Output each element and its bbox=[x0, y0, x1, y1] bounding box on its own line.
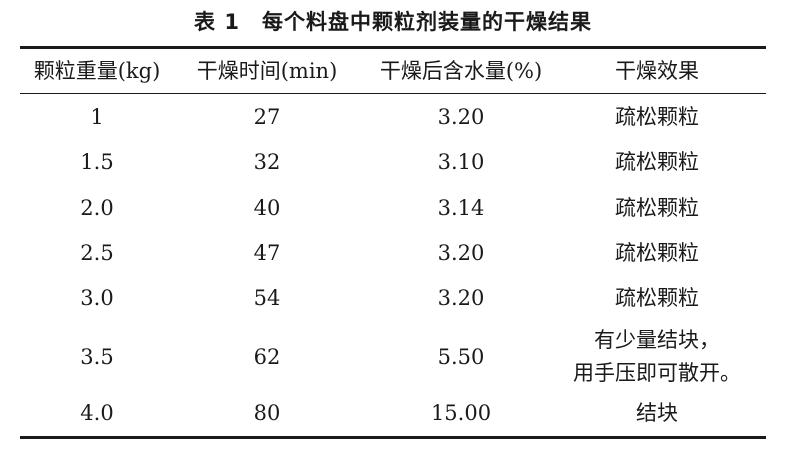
table-cell: 2.0 bbox=[80, 196, 114, 220]
table-cell: 47 bbox=[253, 241, 281, 265]
table-cell: 32 bbox=[253, 150, 281, 174]
table-cell: 有少量结块， 用手压即可散开。 bbox=[573, 328, 741, 385]
table-cell: 40 bbox=[253, 196, 281, 220]
table-cell: 3.0 bbox=[80, 286, 114, 310]
table-cell: 2.5 bbox=[80, 241, 114, 265]
column-header: 干燥时间(min) bbox=[196, 59, 338, 83]
table-cell: 62 bbox=[253, 345, 281, 369]
table-cell: 结块 bbox=[636, 401, 678, 425]
column-header: 颗粒重量(kg) bbox=[33, 59, 161, 83]
table-cell: 5.50 bbox=[437, 345, 485, 369]
table-cell: 15.00 bbox=[430, 401, 492, 425]
table-cell: 80 bbox=[253, 401, 281, 425]
top-rule bbox=[20, 46, 766, 49]
table-cell: 疏松颗粒 bbox=[615, 150, 699, 174]
table-cell: 疏松颗粒 bbox=[615, 105, 699, 129]
column-header: 干燥效果 bbox=[615, 59, 699, 83]
table-cell: 疏松颗粒 bbox=[615, 286, 699, 310]
table-cell: 1 bbox=[90, 105, 104, 129]
table-cell: 3.20 bbox=[437, 286, 485, 310]
table-cell: 3.20 bbox=[437, 241, 485, 265]
header-rule bbox=[20, 93, 766, 94]
table-cell: 54 bbox=[253, 286, 281, 310]
table-cell: 3.5 bbox=[80, 345, 114, 369]
table-cell: 1.5 bbox=[80, 150, 114, 174]
table-cell: 27 bbox=[253, 105, 281, 129]
table-cell: 疏松颗粒 bbox=[615, 196, 699, 220]
table-cell: 3.10 bbox=[437, 150, 485, 174]
table-cell: 3.14 bbox=[437, 196, 485, 220]
table-cell: 4.0 bbox=[80, 401, 114, 425]
bottom-rule bbox=[20, 436, 766, 439]
table-cell: 疏松颗粒 bbox=[615, 241, 699, 265]
table-title: 表 1 每个料盘中颗粒剂装量的干燥结果 bbox=[194, 10, 592, 34]
table-cell: 3.20 bbox=[437, 105, 485, 129]
column-header: 干燥后含水量(%) bbox=[379, 59, 543, 83]
